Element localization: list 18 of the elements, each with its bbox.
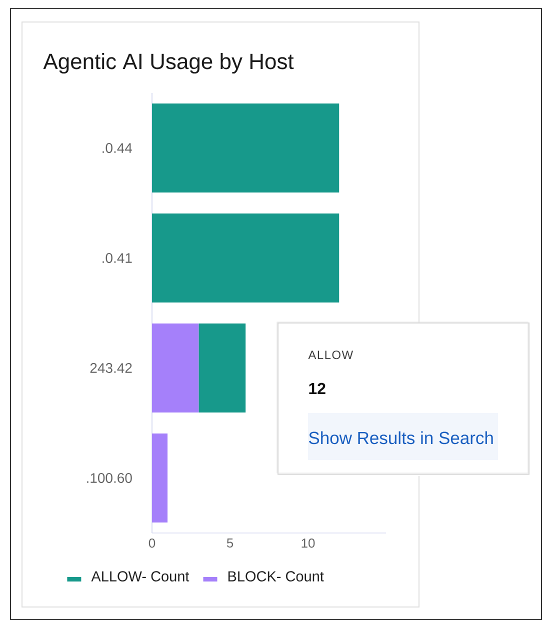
annotation: ALLOW — [308, 350, 354, 360]
x-tick-label: 0 — [148, 538, 156, 548]
y-tick-label: 243.42 — [90, 363, 132, 373]
x-tick-label: 5 — [226, 538, 234, 548]
y-tick-label: .100.60 — [87, 473, 132, 483]
legend-label: ALLOW- Count — [91, 571, 190, 582]
y-tick-label: .0.41 — [102, 253, 132, 263]
annotation: Show Results in Search — [309, 431, 493, 444]
annotation: 12 — [309, 382, 326, 394]
bar — [152, 103, 340, 193]
chart-title: Agentic AI Usage by Host — [43, 53, 294, 74]
legend-label: BLOCK- Count — [228, 571, 324, 582]
bar — [152, 213, 340, 303]
bar — [198, 323, 246, 413]
y-tick-label: .0.44 — [102, 143, 132, 153]
bar — [152, 433, 168, 523]
bar — [152, 323, 199, 413]
x-tick-label: 10 — [302, 538, 315, 548]
